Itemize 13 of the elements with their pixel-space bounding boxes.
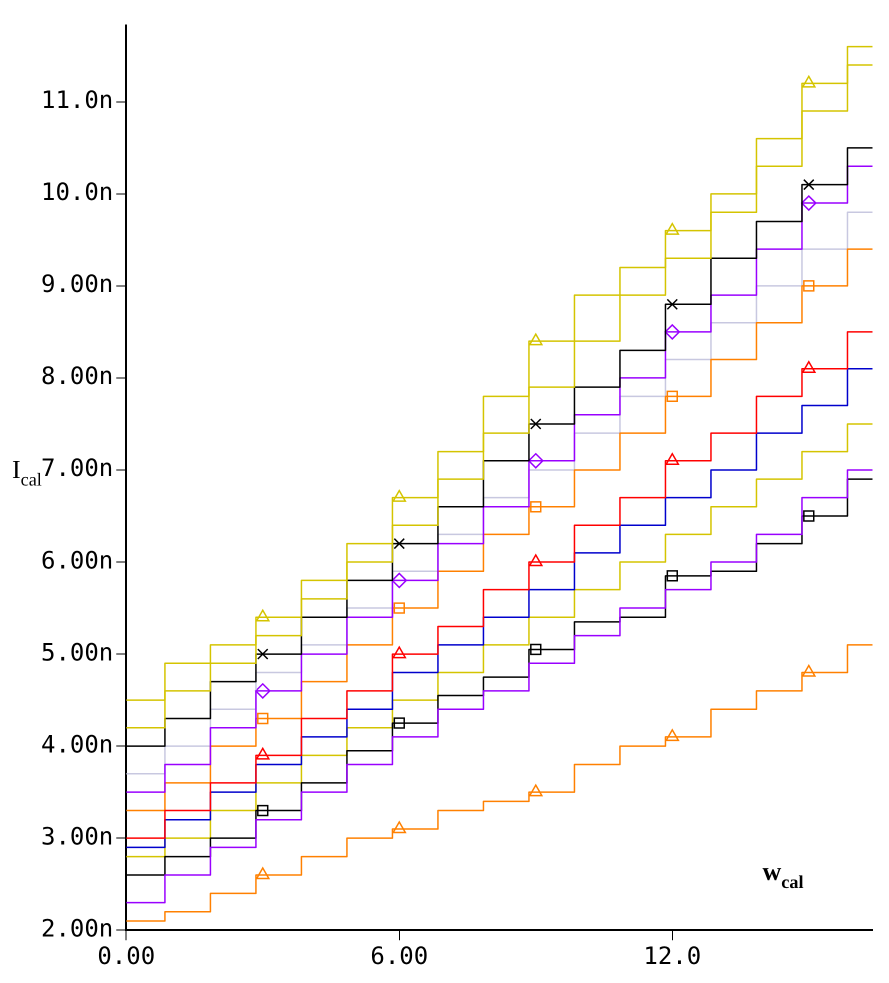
y-tick-label: 10.0n	[40, 178, 114, 206]
y-tick-label: 9.00n	[40, 270, 114, 298]
y-tick-label: 3.00n	[40, 822, 114, 850]
y-tick-label: 5.00n	[40, 638, 114, 666]
x-tick-label: 0.00	[97, 942, 156, 970]
y-tick-label: 4.00n	[40, 730, 114, 758]
y-tick-label: 2.00n	[40, 914, 114, 942]
y-tick-label: 8.00n	[40, 362, 114, 390]
x-tick-label: 12.0	[643, 942, 702, 970]
x-tick-label: 6.00	[370, 942, 428, 970]
y-tick-label: 11.0n	[40, 86, 114, 114]
y-tick-label: 6.00n	[40, 546, 114, 574]
y-tick-label: 7.00n	[40, 454, 114, 482]
